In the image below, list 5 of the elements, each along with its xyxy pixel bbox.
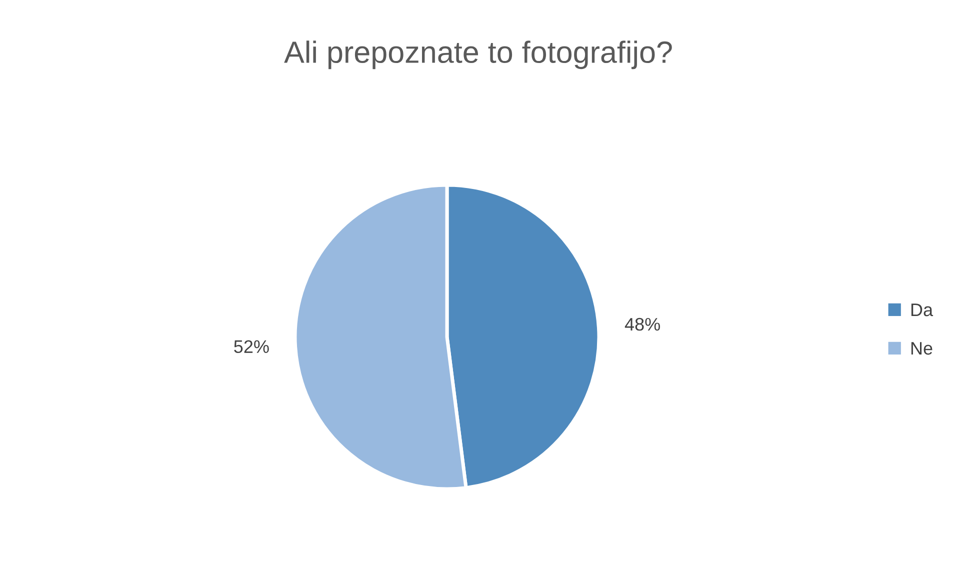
legend-label: Da xyxy=(911,304,934,316)
data-label: 52% xyxy=(234,340,269,354)
data-label: 48% xyxy=(624,318,660,331)
chart-title: Ali prepoznate to fotografijo? xyxy=(284,40,672,70)
legend-label: Ne xyxy=(911,342,932,355)
